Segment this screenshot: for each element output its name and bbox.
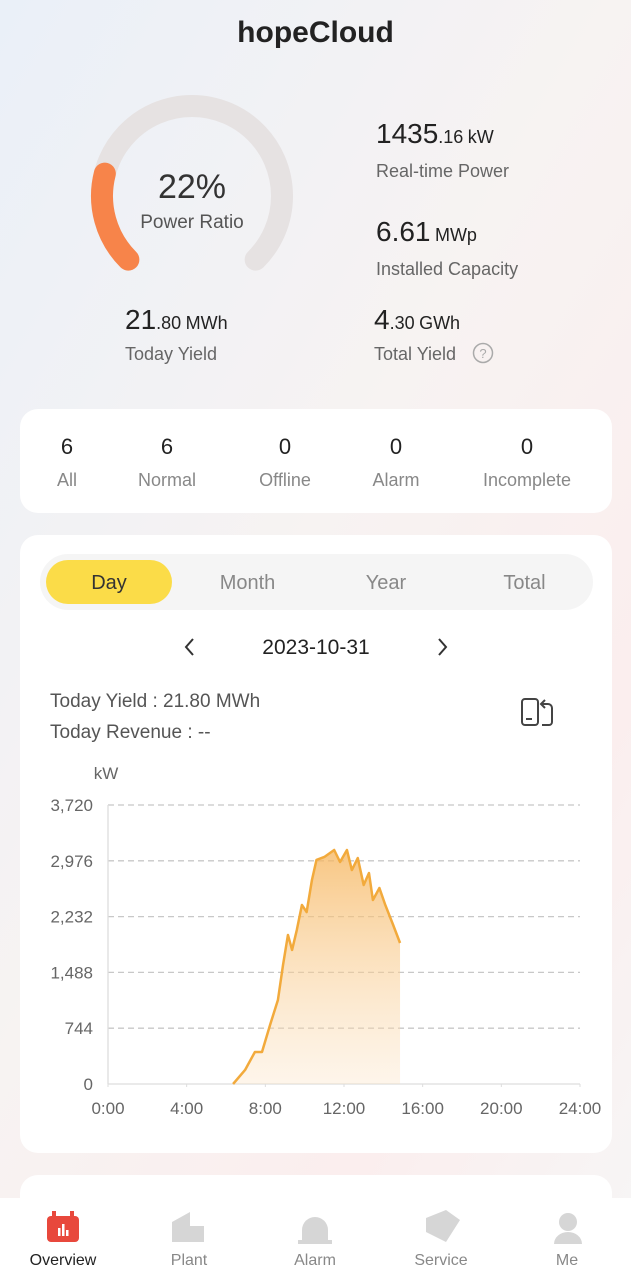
stat-value: 21.80 MWh <box>125 304 228 336</box>
stat-label: Today Yield <box>125 344 218 364</box>
x-tick-label: 16:00 <box>401 1099 444 1118</box>
stat-dec: .16 <box>438 127 464 147</box>
stat-dec: .80 <box>156 313 182 333</box>
summary-revenue: Today Revenue : -- <box>50 722 211 743</box>
stat-int: 1435 <box>376 118 439 149</box>
app-title: hopeCloud <box>237 16 394 49</box>
stat-int: 6.61 <box>376 216 431 247</box>
stat-unit: MWh <box>185 313 228 333</box>
status-count: 0 <box>278 434 292 459</box>
tab[interactable]: Total <box>503 572 546 594</box>
help-icon[interactable]: ? <box>472 342 494 364</box>
svg-text:?: ? <box>479 346 486 361</box>
status-count: 6 <box>160 434 174 459</box>
date: 2023-10-31 <box>262 636 370 659</box>
y-tick-label: 1,488 <box>50 963 93 982</box>
gauge-value: 22% <box>157 168 227 206</box>
area <box>233 850 401 1084</box>
stat-label: Installed Capacity <box>376 259 519 279</box>
x-tick-label: 4:00 <box>170 1099 203 1118</box>
nav-label[interactable]: Me <box>555 1252 579 1269</box>
y-tick-label: 3,720 <box>50 796 93 815</box>
chart: kW 0 744 1,488 2,232 2,976 3,720 0:00 4:00 8:00 1… <box>50 764 602 1118</box>
status-label: Offline <box>259 470 311 490</box>
stat-value: 6.61 MWp <box>376 216 477 248</box>
export-icon[interactable] <box>520 696 556 728</box>
nav-label[interactable]: Overview <box>29 1252 97 1269</box>
gauge-arc <box>91 162 140 271</box>
tab[interactable]: Day <box>91 572 127 594</box>
line <box>232 848 402 1085</box>
stat-value: 4.30 GWh <box>374 304 460 336</box>
tab-active <box>46 560 172 604</box>
gauge-label: Power Ratio <box>140 212 244 233</box>
tab[interactable]: Month <box>219 572 276 594</box>
y-tick-label: 2,976 <box>50 852 93 871</box>
stat-int: 4 <box>374 304 390 335</box>
stat-unit: GWh <box>419 313 461 333</box>
x-tick-label: 12:00 <box>323 1099 366 1118</box>
stat-label: Total Yield <box>374 344 457 364</box>
stat-int: 21 <box>125 304 157 335</box>
y-tick-label: 0 <box>84 1075 93 1094</box>
x-tick-label: 20:00 <box>480 1099 523 1118</box>
tab[interactable]: Year <box>365 572 407 594</box>
y-tick-label: 2,232 <box>50 908 93 927</box>
status-label: Normal <box>137 470 196 490</box>
status-card <box>20 409 612 513</box>
gauge <box>91 95 293 271</box>
nav-label[interactable]: Plant <box>170 1252 208 1269</box>
nav-label[interactable]: Alarm <box>294 1252 336 1269</box>
nav-label[interactable]: Service <box>414 1252 468 1269</box>
next-date[interactable] <box>432 636 452 658</box>
y-axis-unit: kW <box>94 764 119 783</box>
status-count: 0 <box>520 434 534 459</box>
status-label: Incomplete <box>482 470 572 490</box>
stat-label: Real-time Power <box>376 161 510 181</box>
stat-value: 1435.16 kW <box>376 118 494 150</box>
summary-yield: Today Yield : 21.80 MWh <box>50 691 261 712</box>
nav-icons <box>47 1210 582 1244</box>
prev-date[interactable] <box>180 636 200 658</box>
stat-dec: .30 <box>389 313 415 333</box>
x-tick-label: 8:00 <box>249 1099 282 1118</box>
status-label: Alarm <box>372 470 420 490</box>
stat-unit: kW <box>467 127 494 147</box>
y-tick-label: 744 <box>65 1019 93 1038</box>
x-tick-label: 0:00 <box>91 1099 124 1118</box>
x-tick-label: 24:00 <box>559 1099 602 1118</box>
status-count: 0 <box>389 434 403 459</box>
stat-unit: MWp <box>434 225 477 245</box>
status-label: All <box>56 470 77 490</box>
status-count: 6 <box>60 434 74 459</box>
